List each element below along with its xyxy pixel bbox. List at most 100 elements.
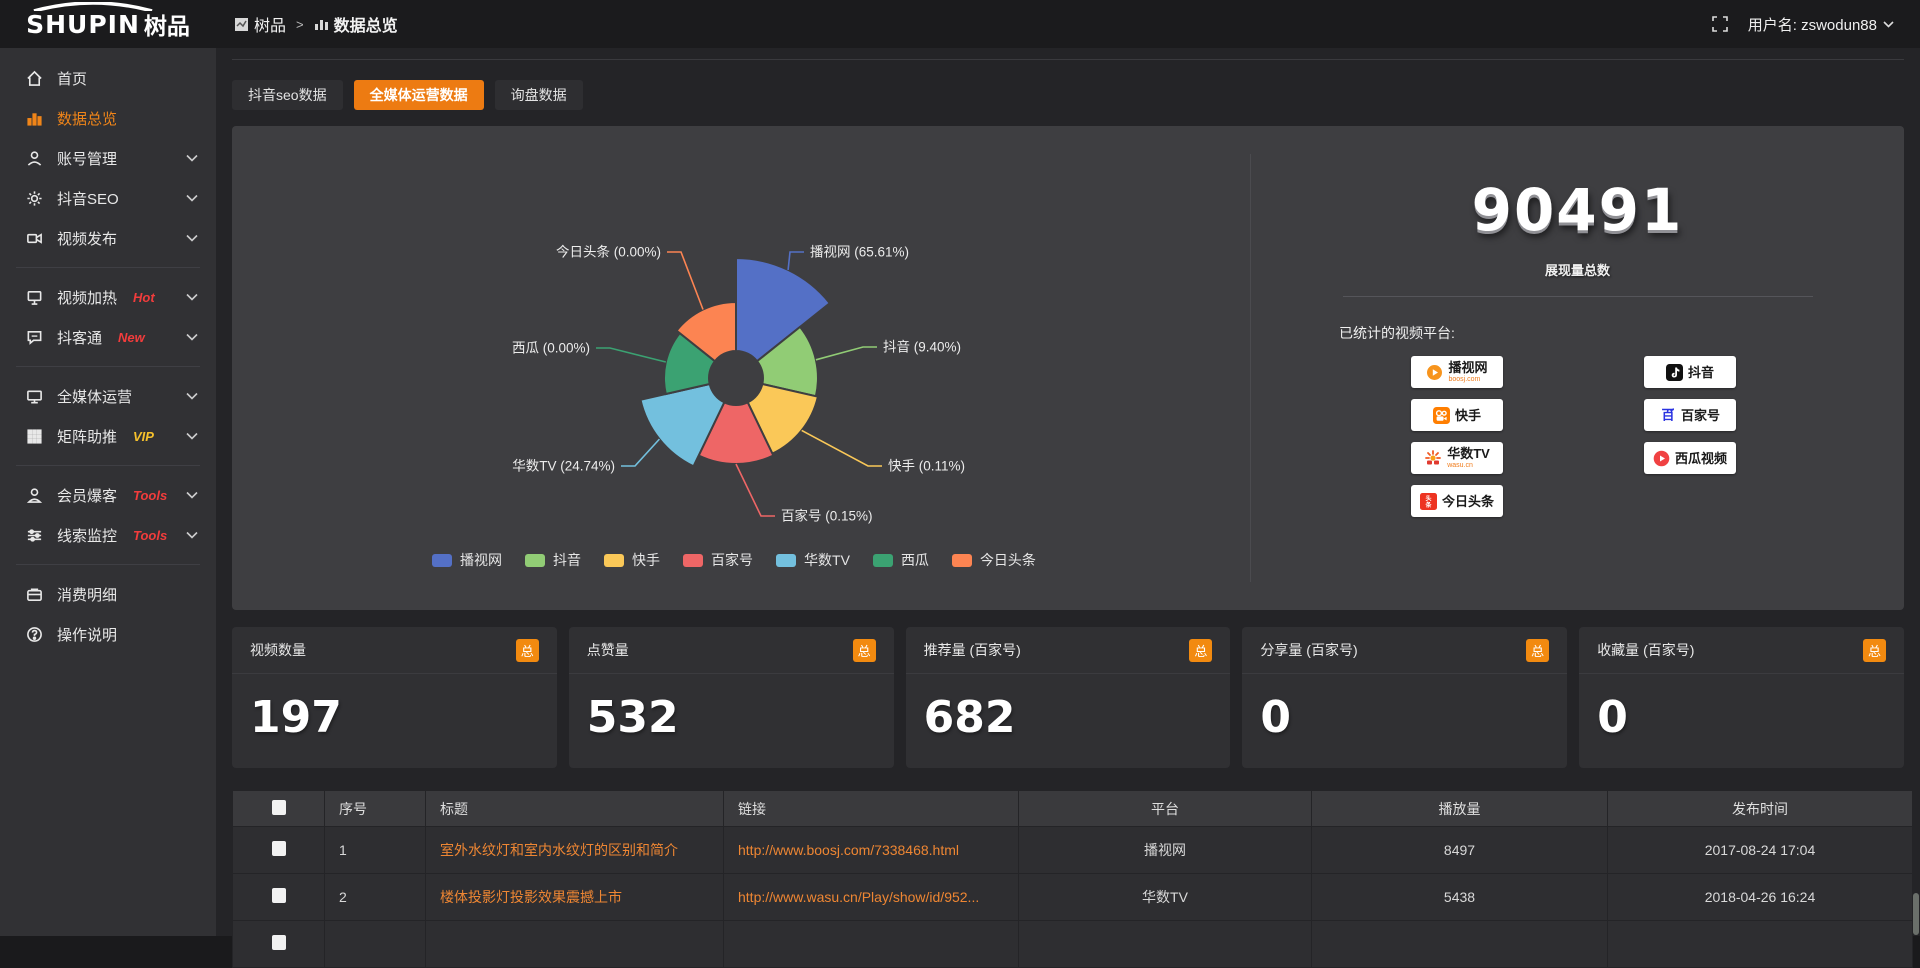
- table-header-row: 序号 标题 链接 平台 播放量 发布时间: [232, 790, 1913, 827]
- legend-item-百家号[interactable]: 百家号: [683, 550, 753, 570]
- chevron-down-icon[interactable]: [186, 392, 198, 400]
- legend-swatch: [951, 553, 972, 567]
- rose-chart-svg[interactable]: 播视网 (65.61%) 抖音 (9.40%) 快手 (0.11%) 百家号 (0.1…: [232, 126, 1250, 546]
- wallet-icon: [26, 586, 43, 603]
- username[interactable]: 用户名: zswodun88: [1748, 14, 1894, 35]
- row-checkbox[interactable]: [271, 888, 286, 903]
- total-badge[interactable]: 总: [1526, 638, 1550, 662]
- pie-slice-今日头条[interactable]: [675, 300, 737, 363]
- sidebar-item-label: 会员爆客: [57, 487, 118, 505]
- pie-slice-西瓜[interactable]: [663, 331, 717, 396]
- pie-slice-华数TV[interactable]: [639, 382, 726, 468]
- home-icon: [26, 70, 43, 87]
- sidebar-item-视频加热[interactable]: 视频加热 Hot: [0, 277, 216, 317]
- sidebar-item-操作说明[interactable]: 操作说明: [0, 614, 216, 654]
- total-badge[interactable]: 总: [852, 638, 876, 662]
- sidebar-item-视频发布[interactable]: 视频发布: [0, 218, 216, 258]
- slice-label-抖音: 抖音 (9.40%): [883, 339, 961, 355]
- platform-badge-百家号: 百百家号: [1644, 399, 1736, 431]
- legend-item-抖音[interactable]: 抖音: [525, 550, 581, 570]
- sidebar-item-label: 抖客通: [57, 329, 103, 347]
- row-checkbox[interactable]: [271, 935, 286, 950]
- app-logo: SHUPIN 树品: [0, 0, 216, 48]
- cell-title-link[interactable]: 楼体投影灯投影效果震撼上市: [425, 873, 724, 921]
- sidebar-item-抖客通[interactable]: 抖客通 New: [0, 317, 216, 357]
- total-badge[interactable]: 总: [1862, 638, 1886, 662]
- sidebar-item-数据总览[interactable]: 数据总览: [0, 98, 216, 138]
- sidebar-divider: [16, 366, 200, 367]
- sidebar-divider: [16, 465, 200, 466]
- row-checkbox[interactable]: [271, 841, 286, 856]
- tab-询盘数据[interactable]: 询盘数据: [494, 80, 583, 110]
- select-all-checkbox[interactable]: [271, 799, 286, 815]
- slice-label-快手: 快手 (0.11%): [888, 459, 965, 474]
- sidebar-item-账号管理[interactable]: 账号管理: [0, 138, 216, 178]
- legend-item-快手[interactable]: 快手: [604, 550, 660, 570]
- cell-url-link[interactable]: http://www.wasu.cn/Play/show/id/952...: [723, 873, 1019, 921]
- chevron-down-icon[interactable]: [186, 531, 198, 539]
- cell-platform: 播视网: [1018, 826, 1312, 874]
- platforms-grid: 播视网 boosj.com 抖音 快手百百家号 华数TV wasu.cn 西瓜视频头条今日头…: [1411, 356, 1904, 517]
- breadcrumb-current[interactable]: 数据总览: [314, 12, 398, 36]
- legend-label: 百家号: [711, 552, 754, 568]
- legend-item-西瓜[interactable]: 西瓜: [872, 550, 929, 570]
- logo-suffix: 树品: [143, 13, 190, 39]
- pie-slice-播视网[interactable]: [735, 256, 832, 363]
- column-header-播放量: 播放量: [1311, 790, 1608, 827]
- chevron-down-icon[interactable]: [186, 194, 198, 202]
- total-badge[interactable]: 总: [1189, 638, 1213, 662]
- chevron-down-icon[interactable]: [186, 154, 198, 162]
- stat-card-推荐量 (百家号): 推荐量 (百家号) 总 682: [905, 627, 1231, 768]
- chart-legend: 播视网 抖音 快手 百家号 华数TV 西瓜 今日头条: [232, 550, 1250, 570]
- legend-swatch: [776, 553, 797, 567]
- breadcrumb-home[interactable]: 树品: [234, 12, 286, 36]
- sidebar-item-label: 账号管理: [57, 150, 118, 168]
- total-badge[interactable]: 总: [515, 638, 539, 662]
- label-line-西瓜: [596, 347, 666, 363]
- breadcrumb-separator: >: [296, 16, 304, 32]
- fullscreen-icon[interactable]: [1711, 16, 1728, 32]
- stat-value: 532: [586, 692, 679, 743]
- chevron-down-icon[interactable]: [186, 491, 198, 499]
- chevron-down-icon[interactable]: [186, 293, 198, 301]
- sidebar-item-抖音SEO[interactable]: 抖音SEO: [0, 178, 216, 218]
- cell-title-link[interactable]: 室外水纹灯和室内水纹灯的区别和简介: [425, 826, 724, 874]
- page-scrollbar[interactable]: [1913, 893, 1919, 935]
- table-row-partial: [232, 920, 1913, 968]
- sidebar-item-全媒体运营[interactable]: 全媒体运营: [0, 376, 216, 416]
- sidebar-item-首页[interactable]: 首页: [0, 58, 216, 98]
- sidebar-item-线索监控[interactable]: 线索监控 Tools: [0, 515, 216, 555]
- platform-badge-抖音: 抖音: [1644, 356, 1736, 388]
- sidebar-item-矩阵助推[interactable]: 矩阵助推 VIP: [0, 416, 216, 456]
- tab-全媒体运营数据[interactable]: 全媒体运营数据: [353, 80, 484, 110]
- sidebar-divider: [16, 564, 200, 565]
- user-icon: [26, 150, 43, 167]
- boosj-logo: [1426, 364, 1443, 381]
- chevron-down-icon[interactable]: [186, 432, 198, 440]
- summary-divider: [1342, 296, 1813, 297]
- platform-badge-快手: 快手: [1411, 399, 1503, 431]
- sidebar-item-badge: VIP: [133, 428, 154, 444]
- chevron-down-icon[interactable]: [186, 333, 198, 341]
- pie-slice-快手[interactable]: [746, 382, 820, 456]
- legend-label: 华数TV: [804, 552, 850, 568]
- platform-name: 今日头条: [1441, 493, 1494, 509]
- tab-抖音seo数据[interactable]: 抖音seo数据: [232, 80, 343, 110]
- sidebar-item-label: 数据总览: [57, 110, 118, 128]
- video-camera-icon: [26, 230, 43, 247]
- legend-item-今日头条[interactable]: 今日头条: [951, 550, 1036, 570]
- pie-slice-抖音[interactable]: [755, 325, 819, 398]
- legend-label: 今日头条: [979, 552, 1036, 568]
- bar-chart-icon: [26, 110, 43, 127]
- legend-item-播视网[interactable]: 播视网: [432, 550, 502, 570]
- stat-card-收藏量 (百家号): 收藏量 (百家号) 总 0: [1579, 627, 1904, 768]
- chevron-down-icon[interactable]: [186, 234, 198, 242]
- sidebar-item-会员爆客[interactable]: 会员爆客 Tools: [0, 475, 216, 515]
- legend-item-华数TV[interactable]: 华数TV: [776, 550, 850, 570]
- screen-icon: [26, 289, 43, 306]
- platform-name: 快手: [1454, 407, 1481, 423]
- breadcrumb: 树品 > 数据总览: [234, 12, 398, 36]
- sidebar-item-消费明细[interactable]: 消费明细: [0, 574, 216, 614]
- cell-url-link[interactable]: http://www.boosj.com/7338468.html: [723, 826, 1019, 874]
